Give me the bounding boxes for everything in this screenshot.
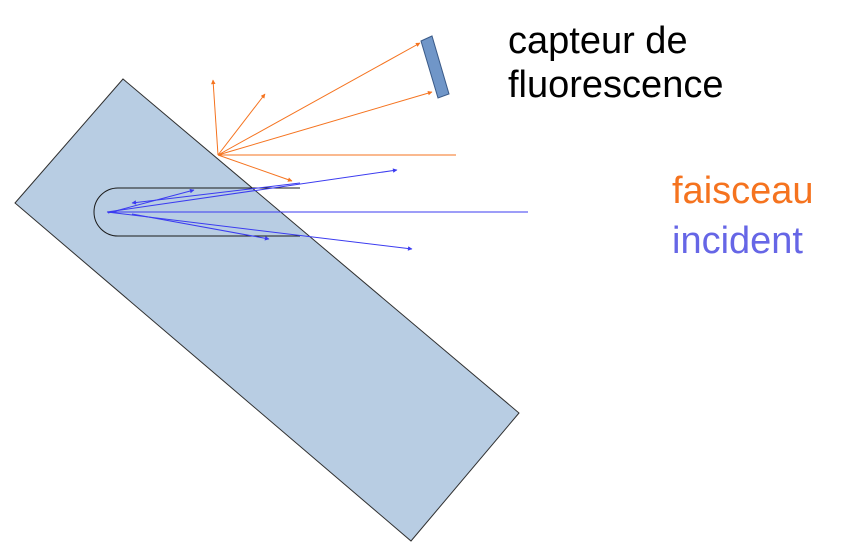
sensor-label-line1: capteur de [508,20,688,62]
reflected-ray-upper-left [131,182,301,205]
fluorescence-ray-vertical [211,79,219,156]
fluorescence-beam-label: faisceau [672,170,814,212]
fluorescence-rays [211,42,456,182]
fluorescence-ray-lower [217,154,293,182]
incident-beam-label: incident [672,220,803,262]
reflected-ray-upper-exit [106,168,398,213]
fluorescence-ray-diagonal [217,93,266,156]
reflected-ray-lower-left [131,213,270,241]
reflected-ray-lower-exit [106,211,413,251]
sensor-label-line2: fluorescence [508,64,724,106]
sample-channel [93,187,300,237]
incident-rays [106,168,528,251]
sample-slab [14,78,520,542]
fluorescence-sensor [420,35,450,99]
fluorescence-ray-to-sensor-top [217,42,421,156]
reflected-ray-mid [107,188,195,214]
fluorescence-ray-to-sensor-bottom [217,90,433,156]
